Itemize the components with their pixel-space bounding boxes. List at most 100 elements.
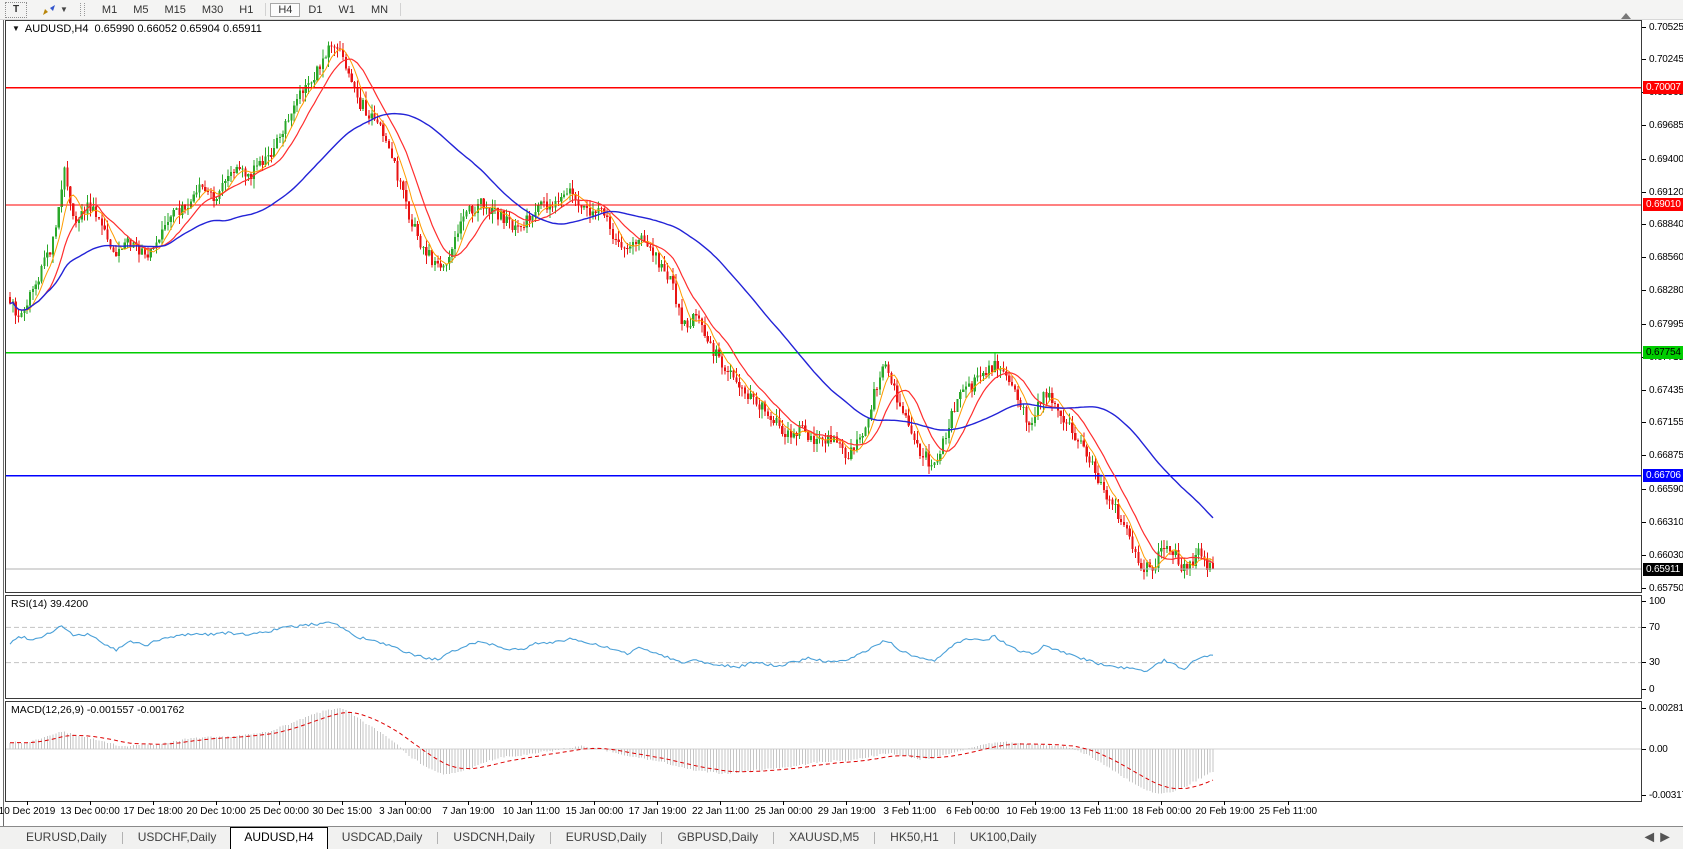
price-tick-label: 0.70525 <box>1649 21 1683 33</box>
tick-mark <box>1642 422 1646 424</box>
rsi-indicator-panel[interactable] <box>5 595 1642 699</box>
price-level-badge: 0.67754 <box>1643 346 1683 360</box>
text-tool-button[interactable]: T <box>5 1 27 18</box>
chart-symbol-label: AUDUSD,H4 <box>24 23 89 35</box>
chevron-down-icon[interactable]: ▼ <box>60 5 68 14</box>
tab-gbpusd-daily[interactable]: GBPUSD,Daily <box>677 830 759 844</box>
time-tick-mark <box>278 801 280 805</box>
tick-mark <box>1642 794 1646 796</box>
tab-audusd-h4[interactable]: AUDUSD,H4 <box>230 827 328 849</box>
price-tick-label: 0.67155 <box>1649 417 1683 429</box>
time-tick-mark <box>467 801 469 805</box>
price-tick-label: 0.69685 <box>1649 120 1683 132</box>
tab-separator <box>661 832 663 844</box>
tick-mark <box>1642 587 1646 589</box>
rsi-tick-label: 0 <box>1649 683 1655 695</box>
price-tick-label: 0.66875 <box>1649 450 1683 462</box>
time-tick-label: 3 Jan 00:00 <box>379 806 432 817</box>
price-tick-label: 0.68840 <box>1649 219 1683 231</box>
price-level-badge: 0.69010 <box>1643 198 1683 212</box>
toolbar: T ▼ M1 M5 M15 M30 H1 H4 D1 W1 MN <box>0 0 1683 20</box>
timeframe-button-m1[interactable]: M1 <box>101 3 118 16</box>
timeframe-button-m5[interactable]: M5 <box>133 3 149 16</box>
tab-usdcad-daily[interactable]: USDCAD,Daily <box>341 830 423 844</box>
time-tick-label: 10 Jan 11:00 <box>502 806 560 817</box>
price-tick-label: 0.70245 <box>1649 54 1683 66</box>
macd-label: MACD(12,26,9) -0.001557 -0.001762 <box>11 704 185 716</box>
tick-mark <box>1642 158 1646 160</box>
tab-eurusd-daily[interactable]: EURUSD,Daily <box>565 830 647 844</box>
price-tick-label: 0.68560 <box>1649 252 1683 264</box>
tab-xauusd-m5[interactable]: XAUUSD,M5 <box>789 830 860 844</box>
time-tick-label: 18 Feb 00:00 <box>1132 806 1192 817</box>
rsi-label: RSI(14) 39.4200 <box>11 598 89 610</box>
time-tick-mark <box>1098 801 1100 805</box>
price-tick-label: 0.69400 <box>1649 153 1683 165</box>
chart-tab-bar: EURUSD,Daily USDCHF,Daily AUDUSD,H4 USDCAD,… <box>0 826 1683 849</box>
tick-mark <box>1642 455 1646 457</box>
tick-mark <box>1642 26 1646 28</box>
tab-scroll-right-icon[interactable]: ► <box>1657 829 1673 846</box>
time-tick-label: 20 Feb 19:00 <box>1195 806 1255 817</box>
current-price-badge: 0.65911 <box>1643 562 1683 576</box>
tab-uk100-daily[interactable]: UK100,Daily <box>969 830 1037 844</box>
time-tick-label: 13 Dec 00:00 <box>60 806 120 817</box>
tab-hk50-h1[interactable]: HK50,H1 <box>890 830 939 844</box>
time-tick-label: 17 Jan 19:00 <box>628 806 687 817</box>
time-tick-label: 15 Jan 00:00 <box>565 806 624 817</box>
time-tick-mark <box>341 801 343 805</box>
time-tick-label: 22 Jan 11:00 <box>692 806 750 817</box>
arrows-tool-button[interactable] <box>41 2 57 18</box>
timeframe-button-m15[interactable]: M15 <box>164 3 186 16</box>
tab-scroll-arrows: ◄ ► <box>1641 827 1683 849</box>
tab-separator <box>437 832 439 844</box>
time-tick-label: 17 Dec 18:00 <box>123 806 183 817</box>
timeframe-button-w1[interactable]: W1 <box>338 3 355 16</box>
time-tick-mark <box>1161 801 1163 805</box>
time-tick-mark <box>783 801 785 805</box>
chart-title: ▼ AUDUSD,H4 0.65990 0.66052 0.65904 0.6591… <box>12 23 262 35</box>
tick-mark <box>1642 257 1646 259</box>
tick-mark <box>1642 290 1646 292</box>
tick-mark <box>1642 125 1646 127</box>
tick-mark <box>1642 323 1646 325</box>
tab-usdchf-daily[interactable]: USDCHF,Daily <box>137 830 217 844</box>
tick-mark <box>1642 626 1646 628</box>
price-tick-label: 0.67995 <box>1649 318 1683 330</box>
time-tick-mark <box>846 801 848 805</box>
time-tick-mark <box>1287 801 1289 805</box>
tab-usdcnh-daily[interactable]: USDCNH,Daily <box>453 830 535 844</box>
tick-mark <box>1642 600 1646 602</box>
price-tick-label: 0.66310 <box>1649 516 1683 528</box>
chart-window-left-edge <box>3 20 4 826</box>
timeframe-button-mn[interactable]: MN <box>370 3 389 16</box>
time-tick-label: 10 Dec 2019 <box>0 806 56 817</box>
tick-mark <box>1642 662 1646 664</box>
macd-indicator-panel[interactable] <box>5 701 1642 802</box>
time-tick-label: 25 Jan 00:00 <box>754 806 813 817</box>
main-price-chart[interactable] <box>5 20 1642 593</box>
price-axis: 0.705250.702450.699650.696850.694000.691… <box>1642 0 1683 849</box>
time-tick-label: 30 Dec 15:00 <box>312 806 373 817</box>
tab-separator <box>953 832 955 844</box>
time-tick-label: 6 Feb 00:00 <box>946 806 1000 817</box>
tick-mark <box>1642 59 1646 61</box>
time-tick-mark <box>89 801 91 805</box>
chart-collapse-icon[interactable]: ▼ <box>12 24 20 33</box>
tab-scroll-left-icon[interactable]: ◄ <box>1641 829 1658 846</box>
price-tick-label: 0.68280 <box>1649 285 1683 297</box>
time-tick-mark <box>152 801 154 805</box>
tick-mark <box>1642 707 1646 709</box>
tab-separator <box>549 832 551 844</box>
price-tick-label: 0.65750 <box>1649 582 1683 594</box>
timeframe-button-h4[interactable]: H4 <box>270 2 301 17</box>
timeframe-button-h1[interactable]: H1 <box>239 3 254 16</box>
toolbar-separator <box>265 3 267 16</box>
timeframe-button-d1[interactable]: D1 <box>308 3 323 16</box>
time-tick-mark <box>972 801 974 805</box>
toolbar-grip[interactable] <box>79 3 85 16</box>
tab-eurusd-daily[interactable]: EURUSD,Daily <box>26 830 107 844</box>
time-tick-label: 3 Feb 11:00 <box>883 806 937 817</box>
timeframe-button-m30[interactable]: M30 <box>201 3 224 16</box>
